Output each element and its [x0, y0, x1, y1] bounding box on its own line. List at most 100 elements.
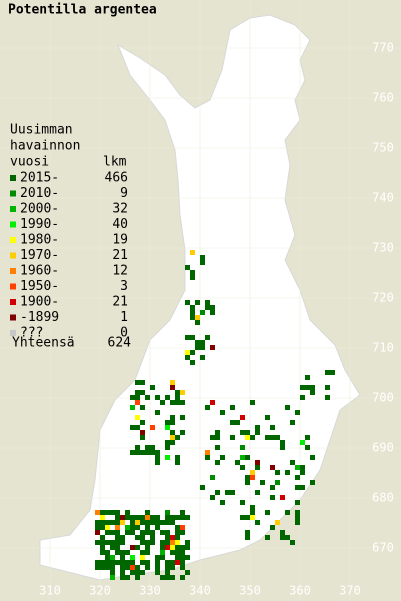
occurrence-square: [175, 525, 180, 530]
occurrence-square: [170, 575, 175, 580]
occurrence-square: [310, 390, 315, 395]
occurrence-square: [180, 415, 185, 420]
occurrence-square: [155, 565, 160, 570]
legend-swatch: [10, 252, 16, 259]
occurrence-square: [295, 520, 300, 525]
occurrence-square: [140, 390, 145, 395]
occurrence-square: [115, 530, 120, 535]
occurrence-square: [130, 565, 135, 570]
occurrence-square: [125, 565, 130, 570]
occurrence-square: [180, 400, 185, 405]
occurrence-square: [165, 420, 170, 425]
occurrence-square: [125, 510, 130, 515]
x-axis-label: 330: [139, 584, 161, 598]
occurrence-square: [105, 510, 110, 515]
occurrence-square: [285, 405, 290, 410]
occurrence-square: [170, 415, 175, 420]
occurrence-square: [215, 490, 220, 495]
occurrence-square: [190, 250, 195, 255]
occurrence-square: [110, 520, 115, 525]
occurrence-square: [265, 415, 270, 420]
occurrence-square: [190, 270, 195, 275]
occurrence-square: [275, 520, 280, 525]
occurrence-square: [95, 510, 100, 515]
x-axis-label: 340: [189, 584, 211, 598]
occurrence-square: [140, 530, 145, 535]
occurrence-square: [165, 530, 170, 535]
occurrence-square: [110, 545, 115, 550]
occurrence-square: [100, 535, 105, 540]
legend-swatch: [10, 237, 16, 243]
legend-label: 1980-: [20, 233, 59, 248]
occurrence-square: [210, 345, 215, 350]
occurrence-square: [120, 565, 125, 570]
legend-label: 2010-: [20, 186, 59, 201]
occurrence-square: [165, 515, 170, 520]
occurrence-square: [145, 510, 150, 515]
occurrence-square: [190, 335, 195, 340]
legend-swatch: [10, 221, 16, 228]
y-axis-label: 700: [372, 391, 394, 405]
occurrence-square: [215, 445, 220, 450]
occurrence-square: [150, 425, 155, 430]
occurrence-square: [245, 535, 250, 540]
occurrence-square: [95, 560, 100, 565]
y-axis-label: 690: [372, 441, 394, 455]
occurrence-square: [145, 450, 150, 455]
occurrence-square: [140, 435, 145, 440]
occurrence-square: [145, 560, 150, 565]
occurrence-square: [200, 340, 205, 345]
occurrence-square: [170, 560, 175, 565]
occurrence-square: [140, 560, 145, 565]
occurrence-square: [180, 530, 185, 535]
occurrence-square: [210, 435, 215, 440]
occurrence-square: [175, 435, 180, 440]
occurrence-square: [140, 515, 145, 520]
legend-count: 21: [112, 248, 128, 263]
occurrence-square: [175, 550, 180, 555]
occurrence-square: [165, 535, 170, 540]
occurrence-square: [170, 400, 175, 405]
occurrence-square: [155, 570, 160, 575]
occurrence-square: [115, 520, 120, 525]
occurrence-square: [165, 540, 170, 545]
occurrence-square: [175, 395, 180, 400]
occurrence-square: [120, 535, 125, 540]
occurrence-square: [155, 460, 160, 465]
occurrence-square: [255, 425, 260, 430]
occurrence-square: [175, 530, 180, 535]
legend-label: 1950-: [20, 279, 59, 294]
occurrence-square: [165, 445, 170, 450]
total-count: 624: [108, 336, 132, 351]
occurrence-square: [150, 530, 155, 535]
legend-swatch: [10, 206, 16, 212]
occurrence-square: [145, 520, 150, 525]
occurrence-square: [295, 500, 300, 505]
occurrence-square: [160, 540, 165, 545]
occurrence-square: [250, 435, 255, 440]
occurrence-square: [280, 535, 285, 540]
occurrence-square: [100, 520, 105, 525]
legend-label: 1970-: [20, 248, 59, 263]
occurrence-square: [155, 515, 160, 520]
occurrence-square: [100, 560, 105, 565]
occurrence-square: [120, 570, 125, 575]
occurrence-square: [120, 550, 125, 555]
occurrence-square: [185, 350, 190, 355]
occurrence-square: [130, 570, 135, 575]
occurrence-square: [160, 555, 165, 560]
occurrence-square: [210, 400, 215, 405]
occurrence-square: [165, 575, 170, 580]
occurrence-square: [230, 405, 235, 410]
occurrence-square: [155, 395, 160, 400]
occurrence-square: [285, 470, 290, 475]
legend-swatch: [10, 190, 16, 197]
occurrence-square: [145, 525, 150, 530]
occurrence-square: [160, 400, 165, 405]
occurrence-square: [285, 510, 290, 515]
legend-swatch: [10, 314, 16, 321]
occurrence-square: [170, 535, 175, 540]
occurrence-square: [135, 450, 140, 455]
